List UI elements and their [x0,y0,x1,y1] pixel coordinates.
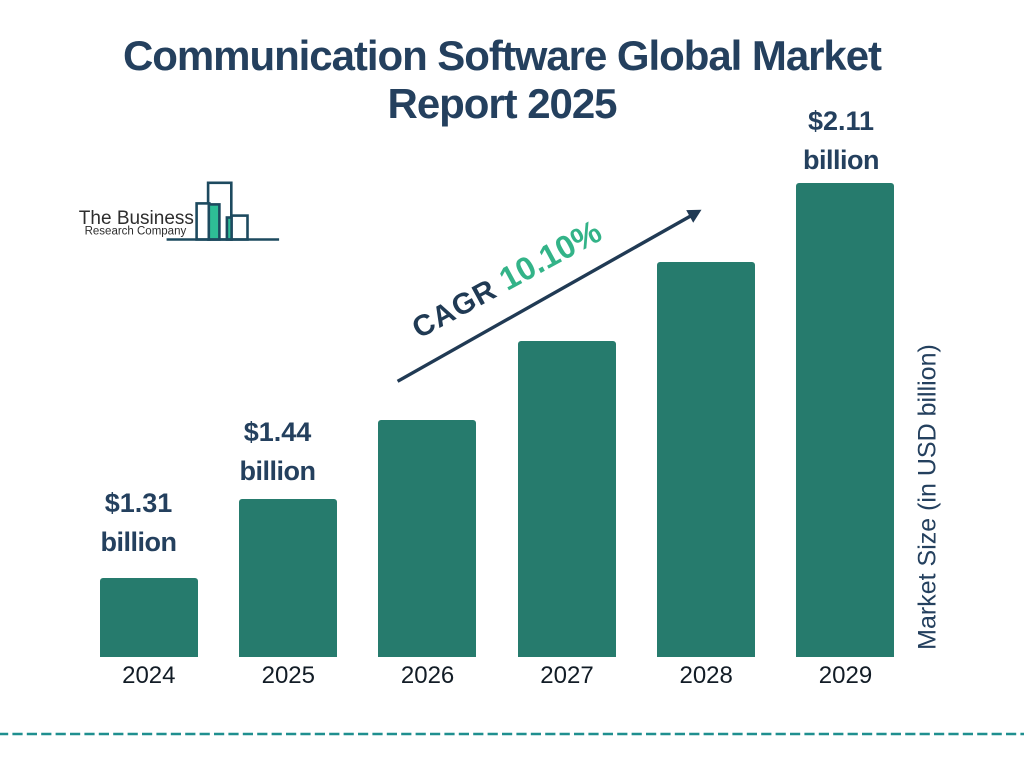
svg-text:Research Company: Research Company [85,225,187,237]
svg-text:The Business: The Business [79,208,194,229]
